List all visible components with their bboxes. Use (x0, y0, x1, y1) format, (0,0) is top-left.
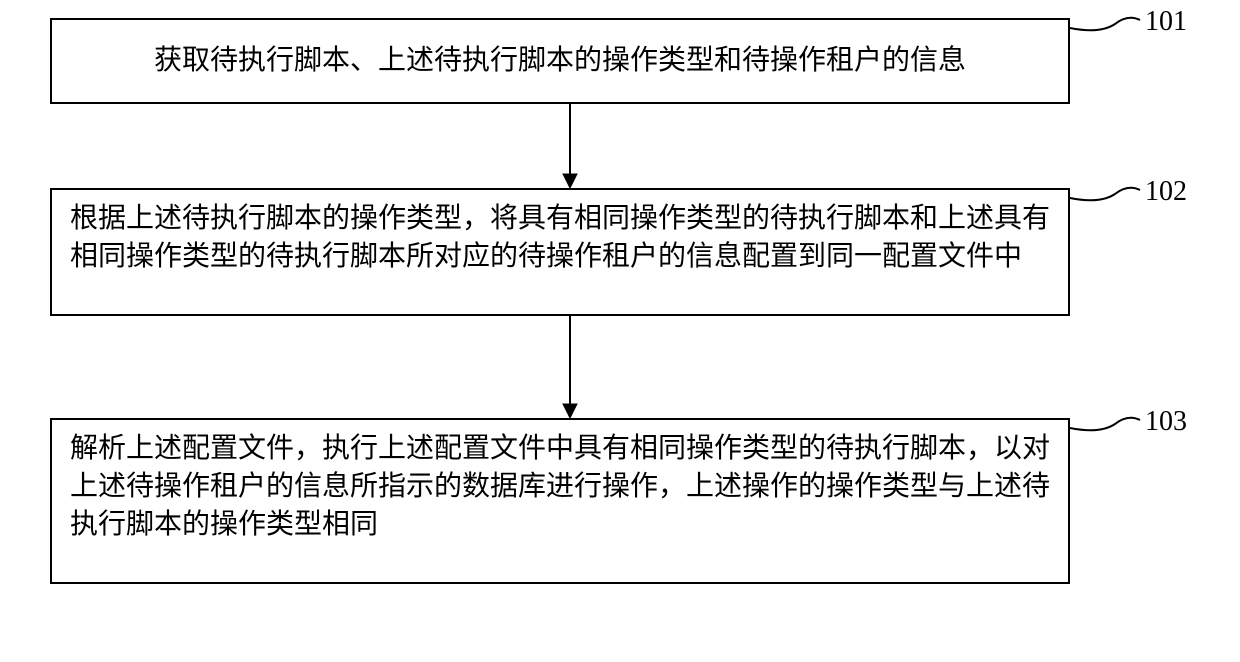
step-103-label: 103 (1145, 406, 1187, 438)
step-101-label: 101 (1145, 6, 1187, 38)
flowchart-container: 获取待执行脚本、上述待执行脚本的操作类型和待操作租户的信息 101 根据上述待执… (0, 0, 1240, 662)
step-101-bracket (0, 0, 1240, 60)
step-102-bracket (0, 170, 1240, 230)
step-103-bracket (0, 400, 1240, 460)
step-102-label: 102 (1145, 176, 1187, 208)
